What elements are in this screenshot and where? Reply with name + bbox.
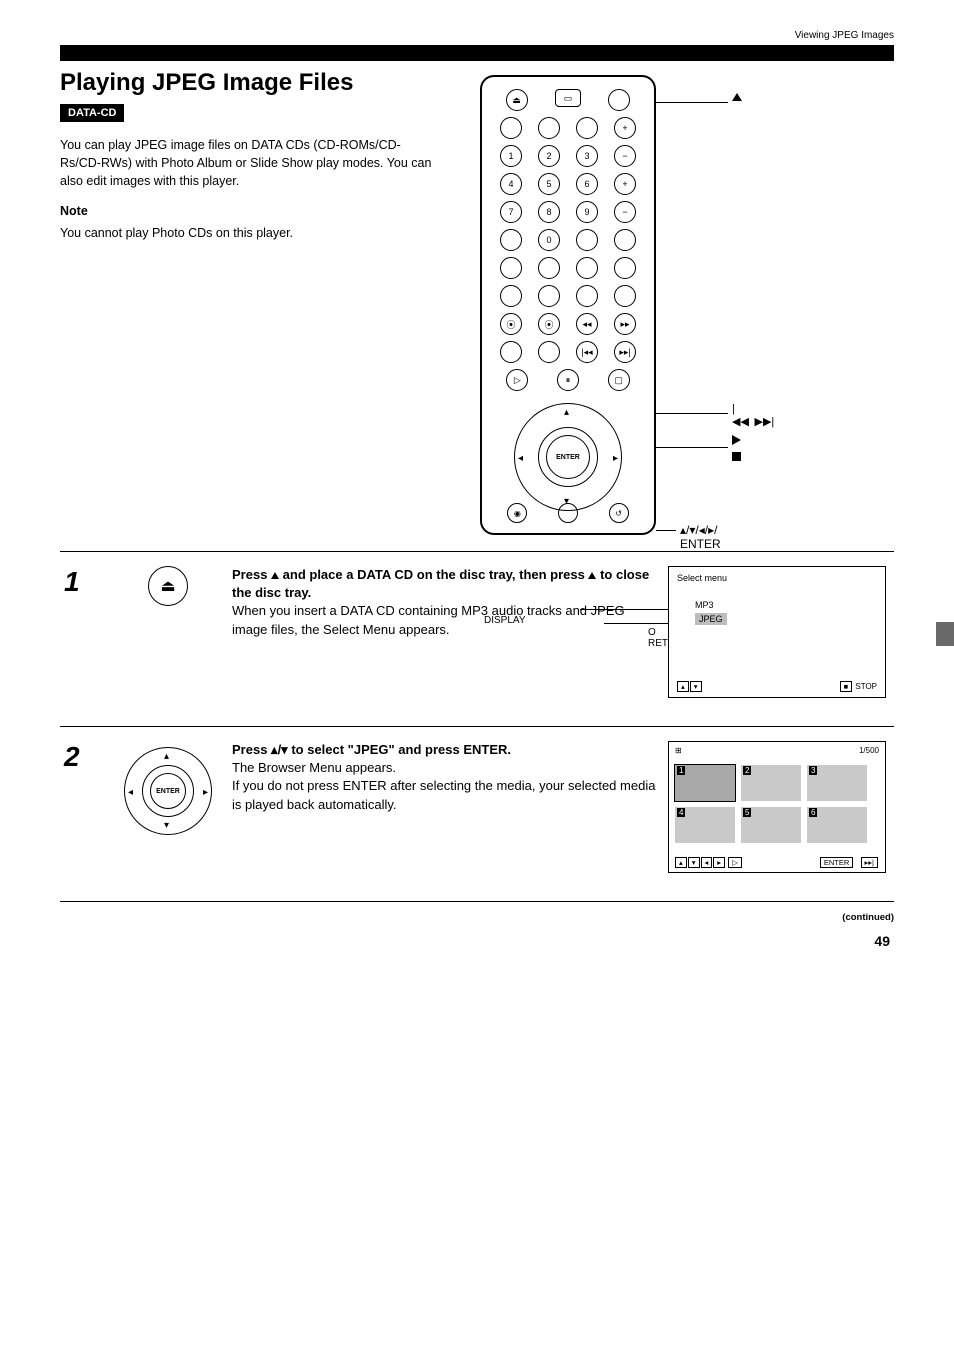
pause-button-icon: ⏸ [557,369,579,391]
step-number: 1 [60,552,108,727]
callout-prev-next [732,403,774,428]
thumbnail-grid: 1 2 3 4 5 6 [675,765,879,843]
callout-nav: ▴/▾/◂/▸/ENTER [680,523,721,551]
step2-text: Press ▴/▾ to select "JPEG" and press ENT… [228,727,664,902]
thumb-3: 3 [807,765,867,801]
thumb-5: 5 [741,807,801,843]
stop-button-icon: ▢ [608,369,630,391]
manual-page: Viewing JPEG Images Playing JPEG Image F… [0,0,954,963]
enter-button-label: ENTER [546,435,590,479]
remote-diagram: ⏏ ▭ + 123− 456+ 789− 0 ⦿⦿◂◂▸▸ |◂◂▸▸| ▷ [480,75,656,535]
step1-screen: Select menu MP3 JPEG ▴▾ ■ STOP [664,552,894,727]
ir-icon [608,89,630,111]
step-row-1: 1 ⏏ Press and place a DATA CD on the dis… [60,552,894,727]
callout-play [732,435,741,448]
callout-stop [732,452,741,464]
page-number: 49 [874,933,890,949]
thumb-6: 6 [807,807,867,843]
header-bar [60,45,894,61]
data-cd-badge: DATA-CD [60,104,124,122]
note-label: Note [60,204,460,218]
grid-icon: ⊞ [675,746,682,755]
thumb-2: 2 [741,765,801,801]
step-number: 2 [60,727,108,902]
thumb-4: 4 [675,807,735,843]
callout-eject [732,93,742,104]
subtitle-badge-row: DATA-CD [60,103,460,122]
eject-button-icon: ⏏ [506,89,528,111]
step2-icon: ENTER ▴ ▾ ◂ ▸ [108,727,228,902]
steps-table: 1 ⏏ Press and place a DATA CD on the dis… [60,551,894,902]
intro-paragraph: You can play JPEG image files on DATA CD… [60,136,440,190]
page-title: Playing JPEG Image Files [60,69,460,97]
step2-screen: ⊞ 1/500 1 2 3 4 5 6 ▴▾◂▸ ▷ ENTER ▸▸| [664,727,894,902]
display-window-icon: ▭ [555,89,581,107]
thumb-1: 1 [675,765,735,801]
note-text: You cannot play Photo CDs on this player… [60,224,440,242]
play-button-icon: ▷ [506,369,528,391]
continued-label: (continued) [60,912,894,923]
chapter-label: Viewing JPEG Images [60,30,894,41]
step1-text: Press and place a DATA CD on the disc tr… [228,552,664,727]
dpad-icon: ENTER ▴ ▾ ◂ ▸ [508,397,628,517]
thumb-tab [936,622,954,646]
step1-icon: ⏏ [108,552,228,727]
callout-display: DISPLAY [484,615,526,626]
image-counter: 1/500 [859,746,879,755]
step-row-2: 2 ENTER ▴ ▾ ◂ ▸ Press ▴/▾ to select "JPE… [60,727,894,902]
